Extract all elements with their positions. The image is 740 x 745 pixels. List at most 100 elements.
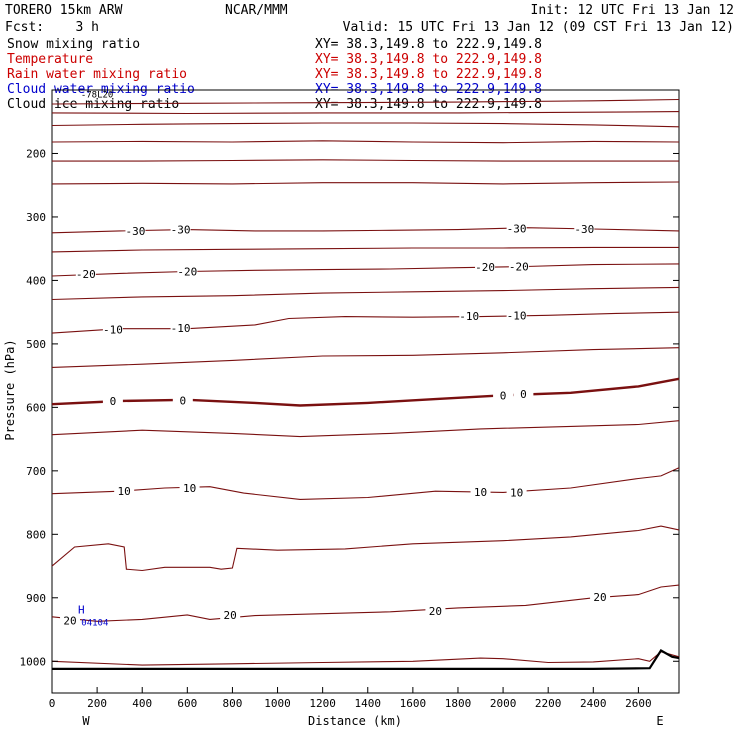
terrain-line bbox=[52, 649, 680, 670]
contour-label-bg bbox=[102, 395, 123, 407]
contour-label-bg bbox=[102, 323, 123, 335]
x-tick-label: 1800 bbox=[445, 697, 472, 710]
annotations: H 04104 -78L20 bbox=[78, 91, 113, 629]
fields-legend: Snow mixing ratio XY= 38.3,149.8 to 222.9… bbox=[7, 37, 542, 112]
isotherm-line bbox=[51, 311, 680, 334]
contour-label: -20 bbox=[509, 260, 529, 273]
contour-label-bg bbox=[75, 268, 96, 280]
contour-label-bg bbox=[493, 389, 514, 401]
plot-frame bbox=[51, 89, 680, 694]
contour-label: -10 bbox=[507, 309, 527, 322]
contour-label-bg bbox=[475, 261, 496, 273]
x-tick-label: 2600 bbox=[625, 697, 652, 710]
contour-labels: -30 -30 -30 -30-20 -20 -20 -20-10 -10-10 -100 0 0 0… bbox=[60, 222, 611, 628]
map-annotation: -78L20 bbox=[81, 91, 114, 101]
contour-label: -30 bbox=[171, 224, 191, 237]
y-tick-label: 1000 bbox=[20, 655, 47, 668]
contour-label: 20 bbox=[593, 591, 606, 604]
x-tick-label: 0 bbox=[49, 697, 56, 710]
field-xy-range: XY= 38.3,149.8 to 222.9,149.8 bbox=[315, 52, 542, 67]
plot-area: -30 -30 -30 -30-20 -20 -20 -20-10 -10-10 -100 0 0 0… bbox=[51, 89, 680, 694]
contour-label: -30 bbox=[507, 222, 527, 235]
y-tick-label: 800 bbox=[26, 528, 46, 541]
west-label: W bbox=[82, 714, 90, 728]
isotherm-line bbox=[51, 140, 680, 144]
isotherm-line bbox=[52, 159, 679, 162]
y-tick-label: 300 bbox=[26, 211, 46, 224]
x-tick-label: 2200 bbox=[535, 697, 562, 710]
contour-label: 10 bbox=[183, 482, 196, 495]
forecast-hour: Fcst: 3 h bbox=[5, 20, 99, 35]
isotherm-line bbox=[51, 347, 680, 368]
y-tick-label: 500 bbox=[26, 338, 46, 351]
model-title: TORERO 15km ARW bbox=[5, 3, 123, 18]
contour-label: 0 bbox=[500, 389, 507, 402]
y-tick-label: 900 bbox=[26, 592, 46, 605]
y-tick-label: 200 bbox=[26, 147, 46, 160]
contour-label: 20 bbox=[429, 605, 442, 618]
map-annotation: H bbox=[78, 604, 85, 617]
y-tick-label: 400 bbox=[26, 274, 46, 287]
field-xy-range: XY= 38.3,149.8 to 222.9,149.8 bbox=[315, 67, 542, 82]
x-axis-label: Distance (km) bbox=[308, 714, 402, 728]
contour-label-bg bbox=[177, 265, 198, 277]
contour-label: -20 bbox=[475, 261, 495, 274]
x-tick-label: 1000 bbox=[264, 697, 291, 710]
y-tick-label: 700 bbox=[26, 465, 46, 478]
contour-label-bg bbox=[506, 309, 527, 321]
isotherm-line bbox=[51, 111, 680, 115]
x-tick-label: 600 bbox=[177, 697, 197, 710]
isotherm-line bbox=[51, 263, 680, 277]
y-tick-label: 600 bbox=[26, 401, 46, 414]
isotherm-line bbox=[51, 227, 680, 234]
contour-label-bg bbox=[459, 309, 480, 321]
field-xy-range: XY= 38.3,149.8 to 222.9,149.8 bbox=[315, 97, 542, 112]
east-label: E bbox=[656, 714, 663, 728]
contour-label: 10 bbox=[118, 485, 131, 498]
x-tick-label: 400 bbox=[132, 697, 152, 710]
x-axis: 0 200 400 600 800 1000 1200 1400 1600 1800 2000 220… bbox=[49, 687, 652, 710]
contour-label: 0 bbox=[110, 395, 117, 408]
contour-label-bg bbox=[508, 260, 529, 272]
contour-label-bg bbox=[506, 222, 527, 234]
field-label: Temperature bbox=[7, 52, 93, 67]
contour-label-bg bbox=[60, 614, 81, 626]
isotherm-contours bbox=[51, 98, 680, 666]
contour-label: -10 bbox=[171, 322, 191, 335]
isotherm-line bbox=[51, 246, 679, 253]
isotherm-line bbox=[51, 420, 680, 438]
isotherm-line bbox=[51, 181, 680, 185]
x-tick-label: 2400 bbox=[580, 697, 607, 710]
contour-label: 0 bbox=[180, 394, 187, 407]
isotherm-line bbox=[51, 467, 680, 500]
contour-label-bg bbox=[513, 388, 534, 400]
map-annotation: 04104 bbox=[81, 619, 108, 629]
x-tick-label: 2000 bbox=[490, 697, 517, 710]
isotherm-line bbox=[51, 98, 680, 105]
contour-label-bg bbox=[172, 394, 193, 406]
x-tick-label: 1600 bbox=[400, 697, 427, 710]
contour-label: -10 bbox=[459, 310, 479, 323]
field-label: Snow mixing ratio bbox=[7, 37, 140, 52]
contour-label: 20 bbox=[224, 609, 237, 622]
contour-label-bg bbox=[125, 224, 146, 236]
isotherm-line bbox=[51, 651, 680, 666]
terrain-layer bbox=[52, 649, 680, 670]
contour-label: -10 bbox=[103, 323, 123, 336]
isotherm-line bbox=[51, 286, 680, 301]
contour-label-bg bbox=[179, 481, 200, 493]
contour-label: -30 bbox=[574, 223, 594, 236]
isotherm-line bbox=[51, 122, 680, 128]
contour-label-bg bbox=[425, 605, 446, 617]
contour-label-bg bbox=[114, 485, 135, 497]
contour-label-bg bbox=[170, 322, 191, 334]
x-tick-label: 1200 bbox=[309, 697, 336, 710]
contour-label: 20 bbox=[63, 615, 76, 628]
valid-time: Valid: 15 UTC Fri 13 Jan 12 (09 CST Fri … bbox=[343, 20, 734, 35]
field-label: Cloud ice mixing ratio bbox=[7, 97, 179, 112]
contour-label-bg bbox=[170, 223, 191, 235]
isotherm-line bbox=[51, 377, 680, 407]
x-tick-label: 200 bbox=[87, 697, 107, 710]
